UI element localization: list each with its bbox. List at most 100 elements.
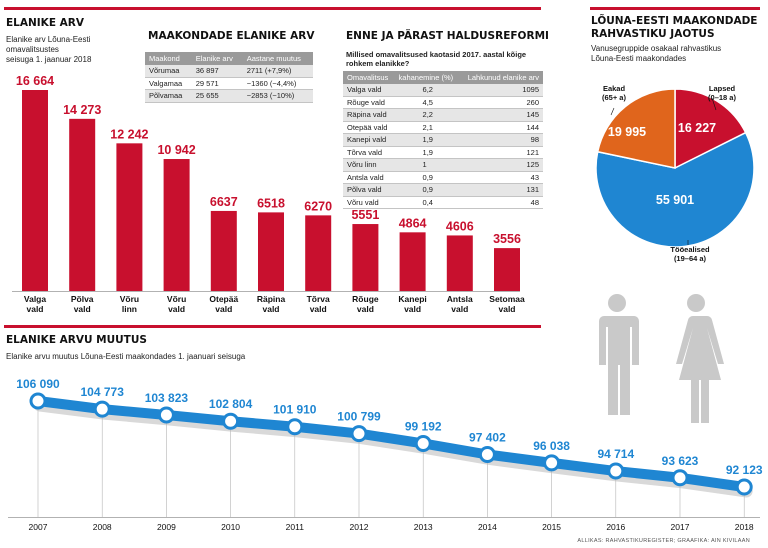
cell: Otepää vald <box>343 121 395 134</box>
cell: 144 <box>460 121 543 134</box>
data-label: 99 192 <box>405 419 442 433</box>
cell: 2,2 <box>394 108 461 122</box>
bar-value-label: 14 273 <box>63 103 101 117</box>
bar-category-label: Antsla <box>447 294 473 304</box>
age-title-line: LÕUNA-EESTI MAAKONDADE <box>591 15 758 27</box>
bar-category-label: vald <box>215 304 232 314</box>
bar-category-label: vald <box>26 304 43 314</box>
data-label: 100 799 <box>337 410 381 424</box>
bar-category-label: Võru <box>167 294 186 304</box>
bar <box>494 248 520 291</box>
bar <box>116 143 143 291</box>
data-label: 103 823 <box>145 391 189 405</box>
bar-category-label: vald <box>74 304 91 314</box>
cell: Antsla vald <box>343 171 395 184</box>
age-subtitle-line: Vanusegruppide osakaal rahvastikus <box>591 44 722 53</box>
data-point <box>29 392 47 410</box>
table-row: Räpina vald 2,2 145 <box>343 108 543 122</box>
cell: 0,9 <box>394 183 461 197</box>
counties-header-population: Elanike arv <box>191 52 243 65</box>
cell: Kanepi vald <box>343 133 395 147</box>
bar-category-label: vald <box>404 304 421 314</box>
data-point <box>93 400 111 418</box>
data-point <box>543 454 561 472</box>
data-label: 92 123 <box>726 463 763 477</box>
cell: 1095 <box>460 84 543 97</box>
x-tick-label: 2009 <box>157 522 176 532</box>
age-subtitle-line: Lõuna-Eesti maakondades <box>591 54 687 63</box>
cell: 1,9 <box>394 133 461 147</box>
pie-slice <box>596 88 676 169</box>
cell: 125 <box>460 158 543 172</box>
bar <box>446 235 473 291</box>
change-title: ELANIKE ARVU MUUTUS <box>6 334 147 346</box>
cell: 121 <box>460 146 543 159</box>
cell: 1,9 <box>394 146 461 159</box>
table-row: Tõrva vald 1,9 121 <box>343 146 543 159</box>
population-subtitle-line: seisuga 1. jaanuar 2018 <box>6 55 92 64</box>
bar-category-label: vald <box>262 304 279 314</box>
table-row: Otepää vald 2,1 144 <box>343 121 543 134</box>
cell: 6,2 <box>394 84 461 97</box>
bar-category-label: vald <box>498 304 515 314</box>
female-silhouette-icon <box>676 294 724 423</box>
pie-value-label: 19 995 <box>608 125 646 139</box>
cell: 145 <box>460 108 543 122</box>
age-subtitle: Vanusegruppide osakaal rahvastikus Lõuna… <box>591 44 721 64</box>
counties-table-header: Maakond Elanike arv Aastane muutus <box>145 52 313 65</box>
counties-title: MAAKONDADE ELANIKE ARV <box>148 30 315 42</box>
x-tick-label: 2014 <box>478 522 497 532</box>
bar-value-label: 3556 <box>493 232 521 246</box>
data-point <box>222 412 240 430</box>
age-title: LÕUNA-EESTI MAAKONDADE RAHVASTIKU JAOTUS <box>591 15 757 41</box>
reform-title: ENNE JA PÄRAST HALDUSREFORMI <box>346 30 549 42</box>
pie-value-label: 55 901 <box>656 193 694 207</box>
cell: −2853 (−10%) <box>242 89 313 103</box>
bar-category-label: Võru <box>120 294 139 304</box>
bar <box>352 224 379 291</box>
table-row: Kanepi vald 1,9 98 <box>343 133 543 147</box>
bar-value-label: 4606 <box>446 219 474 233</box>
data-point <box>414 434 432 452</box>
data-point <box>157 406 175 424</box>
table-row: Antsla vald 0,9 43 <box>343 171 543 184</box>
bar-category-label: vald <box>357 304 374 314</box>
cell: 0,4 <box>394 196 461 209</box>
cell: Rõuge vald <box>343 96 395 109</box>
x-tick-label: 2015 <box>542 522 561 532</box>
cell: Räpina vald <box>343 108 395 122</box>
data-label: 104 773 <box>81 385 125 399</box>
male-head <box>608 294 626 312</box>
cell: 131 <box>460 183 543 197</box>
male-silhouette-icon <box>599 294 639 415</box>
bar <box>210 210 237 291</box>
bar-category-label: Räpina <box>257 294 286 304</box>
cell: Võrumaa <box>145 65 192 78</box>
series-line <box>33 396 750 492</box>
data-point <box>607 462 625 480</box>
table-row: Valga vald 6,2 1095 <box>343 84 543 97</box>
bar <box>163 159 190 291</box>
pie-leader-line <box>711 97 717 111</box>
bar <box>22 90 48 291</box>
table-row: Rõuge vald 4,5 260 <box>343 96 543 109</box>
table-row: Valgamaa 29 571 −1360 (−4,4%) <box>145 77 313 90</box>
bar-value-label: 6637 <box>210 195 238 209</box>
bar-category-label: Põlva <box>71 294 94 304</box>
bar-category-label: Kanepi <box>398 294 426 304</box>
male-body <box>599 316 639 415</box>
bar-category-label: Setomaa <box>489 294 525 304</box>
cell: 25 655 <box>191 89 243 103</box>
pie-name-label: (0–18 a) <box>708 93 736 102</box>
cell: Tõrva vald <box>343 146 395 159</box>
pie-slice <box>595 131 755 248</box>
cell: Valga vald <box>343 84 395 97</box>
reform-question-line: rohkem elanikke? <box>346 59 410 68</box>
bar-category-label: vald <box>168 304 185 314</box>
bar-value-label: 12 242 <box>110 127 148 141</box>
table-row: Võru vald 0,4 48 <box>343 196 543 209</box>
bar-value-label: 16 664 <box>16 74 54 88</box>
reform-table-header: Omavalitsus kahanemine (%) Lahkunud elan… <box>343 71 543 84</box>
x-tick-label: 2018 <box>735 522 754 532</box>
x-tick-label: 2008 <box>93 522 112 532</box>
